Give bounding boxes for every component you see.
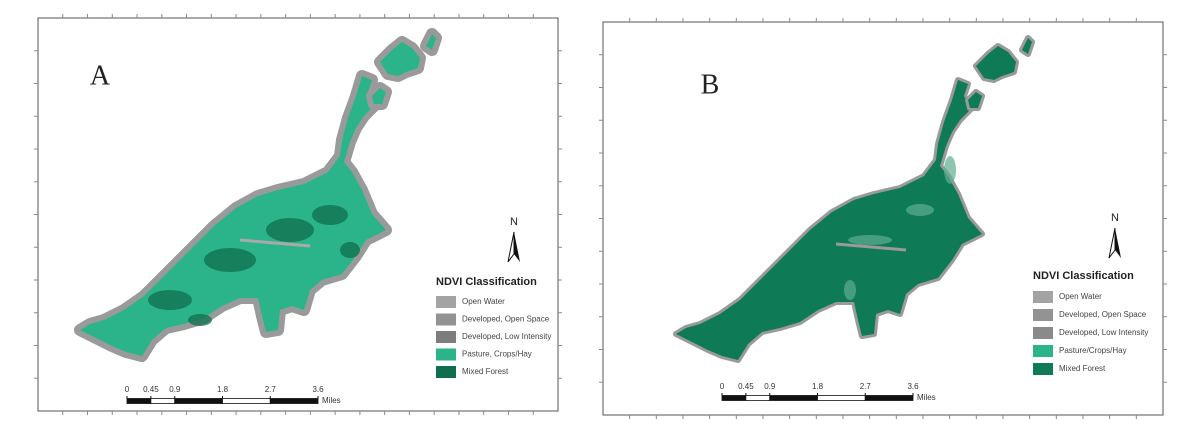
scale-label: 0.9 (169, 385, 181, 394)
legend-label: Pasture/Crops/Hay (1059, 346, 1127, 355)
scale-segment (865, 396, 913, 401)
legend-swatch (1033, 327, 1053, 339)
panel-label: A (90, 60, 111, 91)
scale-segment (175, 399, 223, 404)
north-arrow (514, 232, 520, 262)
legend-swatch (436, 314, 456, 326)
north-arrow (1115, 228, 1121, 258)
legend-swatch (436, 349, 456, 361)
legend-swatch (436, 366, 456, 378)
legend-label: Developed, Low Intensity (1059, 328, 1148, 337)
legend-label: Open Water (462, 297, 505, 306)
legend-label: Developed, Low Intensity (462, 332, 551, 341)
scale-label: 1.8 (812, 382, 824, 391)
scale-label: 3.6 (312, 385, 324, 394)
north-arrow (1109, 228, 1115, 258)
legend-label: Developed, Open Space (1059, 310, 1147, 319)
scale-label: 3.6 (907, 382, 919, 391)
legend-title: NDVI Classification (1033, 270, 1134, 282)
legend-label: Mixed Forest (1059, 364, 1106, 373)
panel-label: B (701, 69, 720, 100)
scale-label: 2.7 (265, 385, 277, 394)
scale-label: 0.9 (764, 382, 776, 391)
north-arrow (508, 232, 514, 262)
legend-label: Developed, Open Space (462, 315, 550, 324)
legend-swatch (1033, 363, 1053, 375)
map-figure: A B N NDVI Classification Open Water Develo… (0, 0, 1184, 427)
legend-title: NDVI Classification (436, 276, 537, 288)
scale-segment (270, 399, 318, 404)
legend-label: Mixed Forest (462, 367, 509, 376)
north-label: N (510, 216, 518, 228)
legend-swatch (1033, 345, 1053, 357)
legend-swatch (436, 296, 456, 308)
north-label: N (1111, 212, 1119, 224)
scale-label: 0.45 (738, 382, 754, 391)
legend-swatch (1033, 309, 1053, 321)
scale-segment (223, 399, 271, 404)
scale-segment (770, 396, 818, 401)
scale-segment (818, 396, 866, 401)
scale-label: 1.8 (217, 385, 229, 394)
legend-swatch (1033, 291, 1053, 303)
scale-segment (722, 396, 746, 401)
scale-segment (151, 399, 175, 404)
legend-swatch (436, 331, 456, 343)
scale-label: 0.45 (143, 385, 159, 394)
scale-unit: Miles (322, 396, 341, 405)
scale-label: 0 (125, 385, 130, 394)
scale-unit: Miles (917, 393, 936, 402)
legend-label: Open Water (1059, 292, 1102, 301)
panel-b: B (603, 22, 1163, 415)
scale-segment (127, 399, 151, 404)
island (80, 34, 436, 356)
island (676, 38, 1032, 360)
legend-label: Pasture, Crops/Hay (462, 350, 532, 359)
scale-label: 2.7 (860, 382, 872, 391)
scale-label: 0 (720, 382, 725, 391)
scale-segment (746, 396, 770, 401)
